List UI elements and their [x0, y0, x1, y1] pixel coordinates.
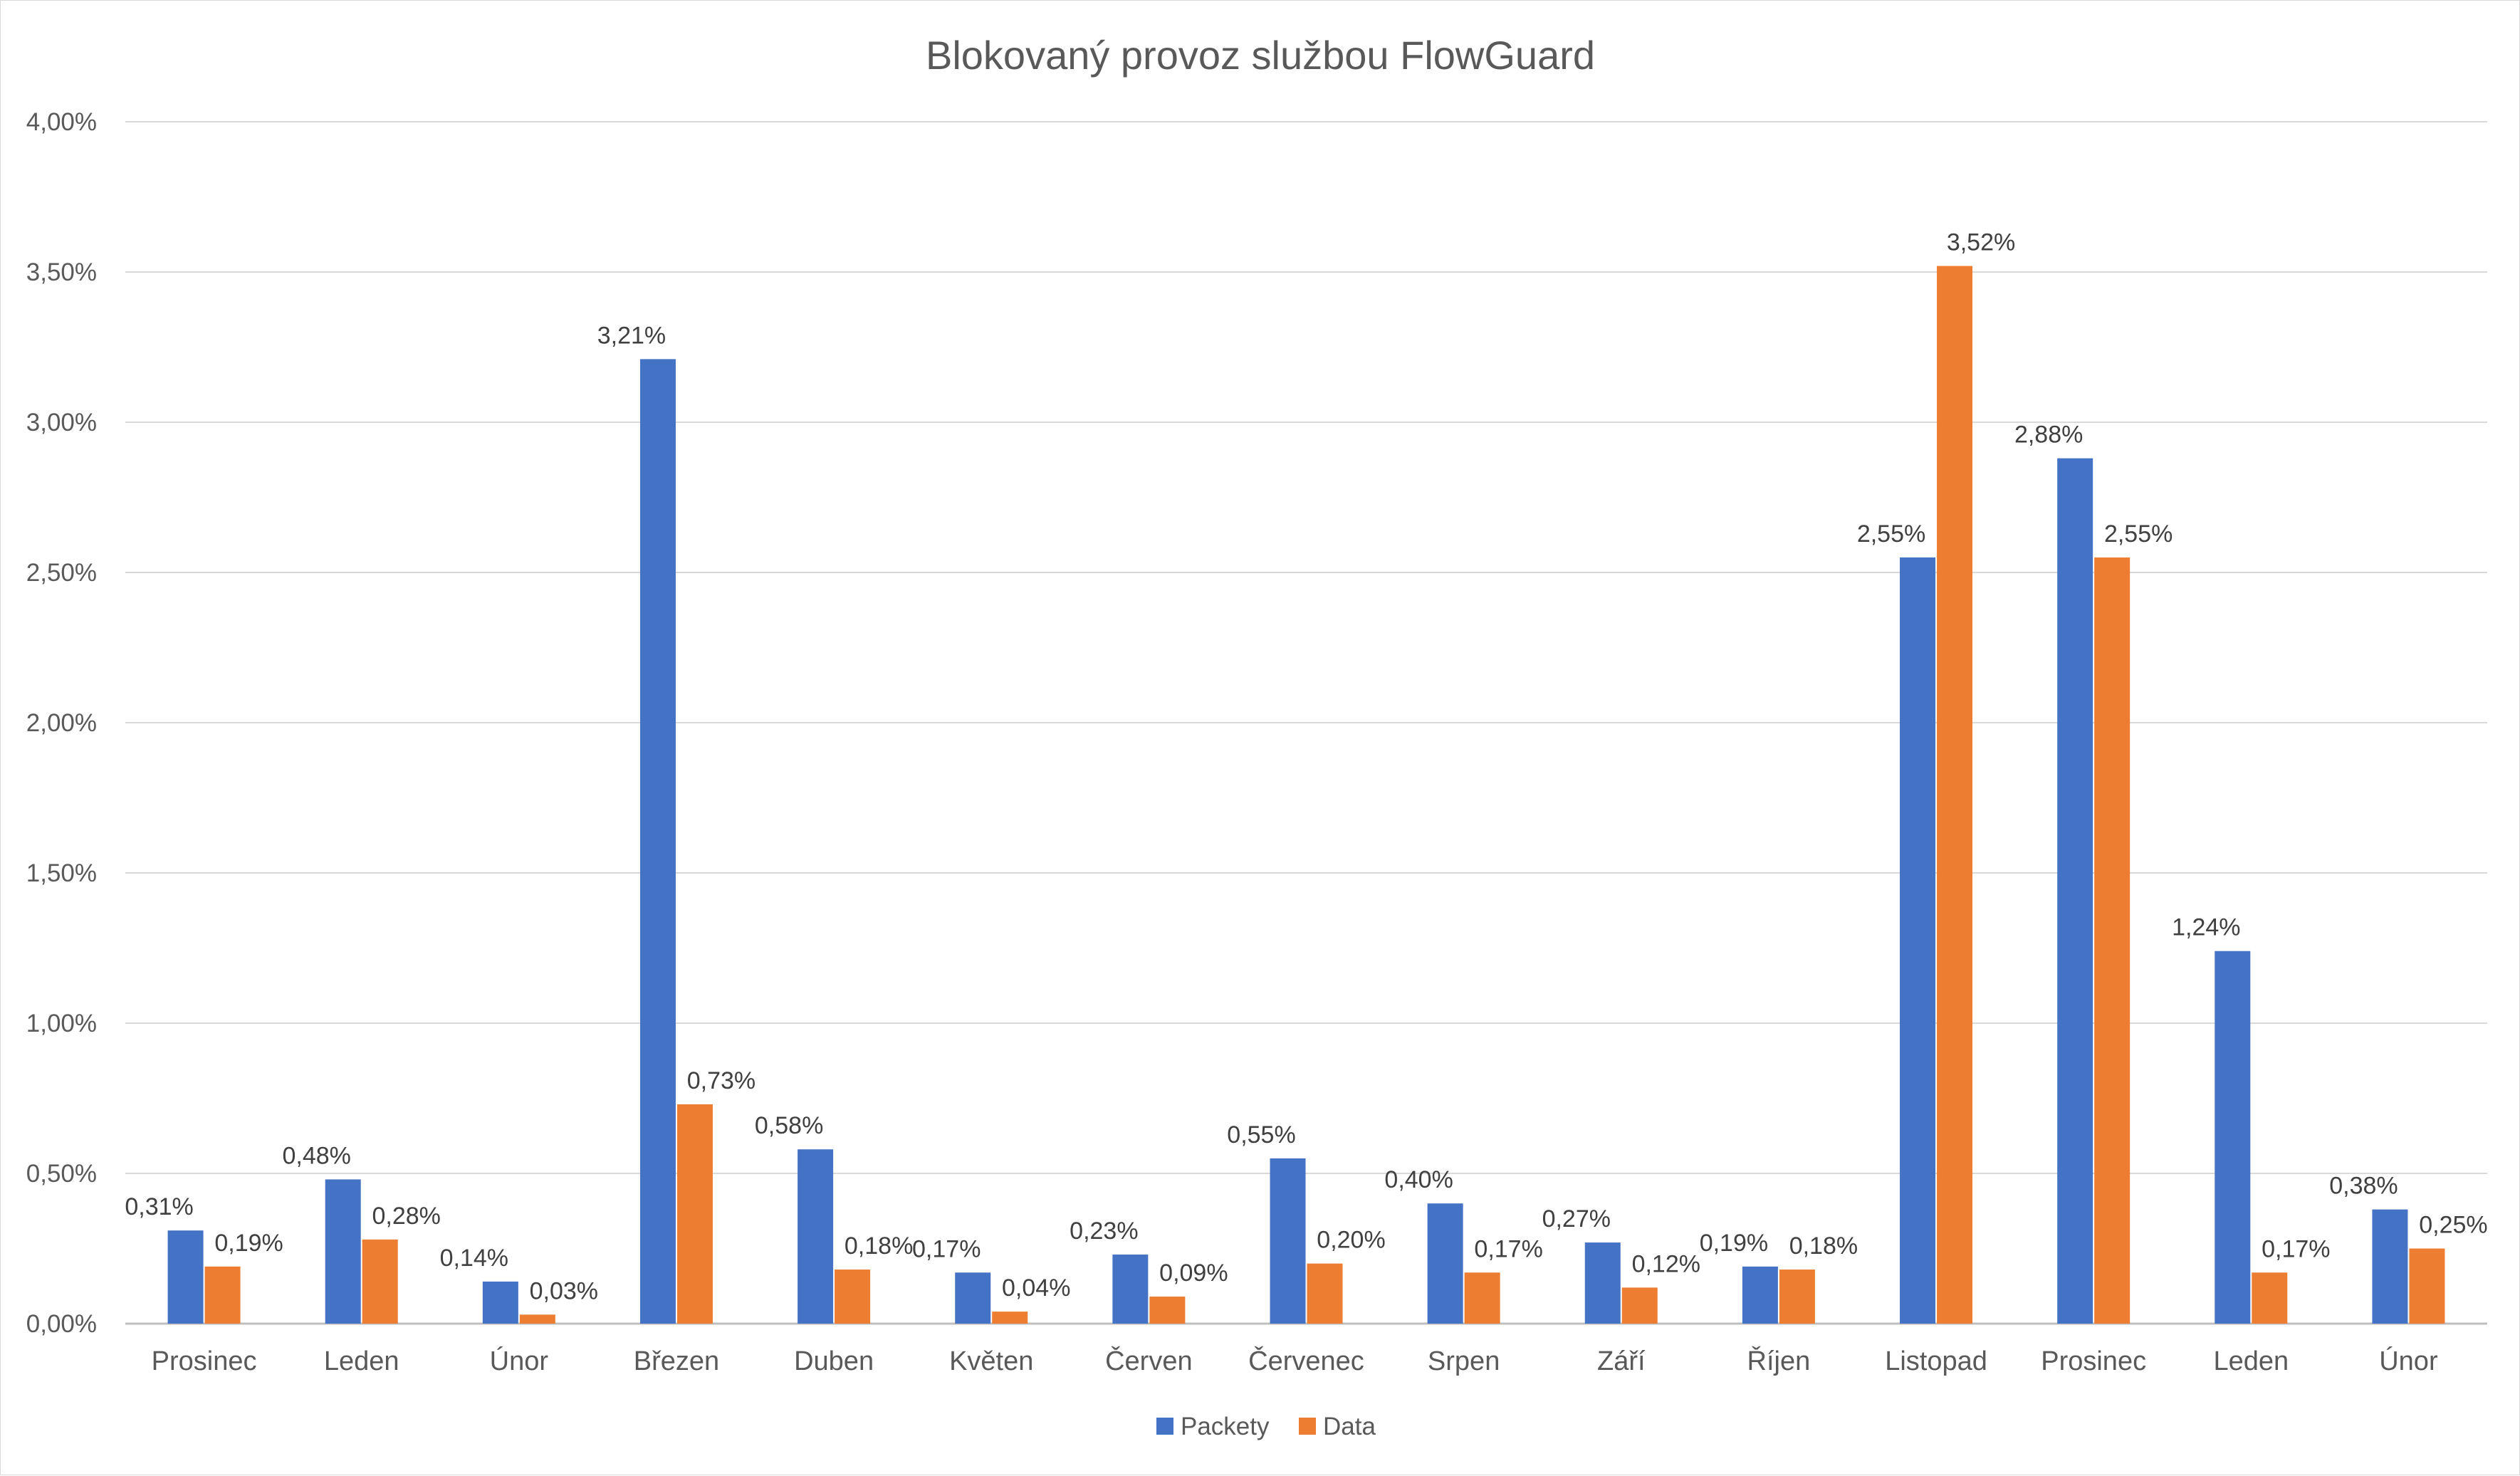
y-tick-label: 1,50%: [26, 859, 97, 887]
x-category-label: Únor: [490, 1346, 549, 1376]
data-label: 0,38%: [2329, 1173, 2398, 1200]
bar-data: [1149, 1297, 1186, 1324]
data-labels: 0,31% 0,19% 0,48% 0,28%0,14% 0,03% 3,21% 0,73%…: [125, 229, 2487, 1305]
data-label: 0,12%: [1632, 1250, 1700, 1277]
chart-title: Blokovaný provoz službou FlowGuard: [926, 33, 1595, 78]
data-label: 0,55%: [1227, 1121, 1295, 1148]
data-label: 0,04%: [1002, 1275, 1070, 1302]
bar-data: [1307, 1263, 1343, 1324]
data-label: 2,88%: [2014, 422, 2083, 449]
y-tick-label: 0,50%: [26, 1160, 97, 1188]
bar-packety: [482, 1281, 518, 1324]
bar-data: [204, 1266, 241, 1324]
bar-data: [1621, 1287, 1658, 1324]
bar-packety: [2372, 1209, 2408, 1324]
x-category-label: Leden: [324, 1346, 399, 1376]
data-label: 1,24%: [2172, 914, 2240, 941]
bar-packety: [798, 1149, 834, 1324]
legend-label: Packety: [1181, 1413, 1270, 1440]
data-label: 0,17%: [912, 1235, 981, 1262]
y-tick-label: 2,50%: [26, 559, 97, 587]
x-category-label: Září: [1597, 1346, 1646, 1376]
x-category-label: Prosinec: [2041, 1346, 2146, 1376]
y-tick-label: 0,00%: [26, 1310, 97, 1338]
x-category-label: Říjen: [1747, 1346, 1811, 1376]
data-label: 0,19%: [1700, 1230, 1768, 1257]
bars: [167, 266, 2445, 1324]
x-category-label: Únor: [2379, 1346, 2438, 1376]
y-tick-label: 4,00%: [26, 108, 97, 136]
legend: Packety Data: [1156, 1413, 1376, 1440]
bar-packety: [639, 359, 676, 1324]
bar-data: [1779, 1270, 1815, 1324]
bar-data: [2409, 1248, 2445, 1324]
x-category-label: Leden: [2213, 1346, 2289, 1376]
data-label: 0,31%: [125, 1193, 193, 1220]
data-label: 0,73%: [687, 1067, 756, 1094]
y-tick-label: 3,50%: [26, 258, 97, 286]
x-category-label: Červenec: [1248, 1345, 1364, 1376]
data-label: 0,40%: [1384, 1166, 1453, 1193]
x-axis-categories: Prosinec Leden Únor Březen Duben Květen Červen…: [152, 1345, 2438, 1376]
data-label: 0,27%: [1542, 1205, 1611, 1232]
bar-data: [362, 1239, 398, 1324]
data-label: 0,18%: [845, 1232, 913, 1260]
y-axis-ticks: 0,00% 0,50% 1,00% 1,50% 2,00% 2,50% 3,00% 3,50%…: [26, 108, 97, 1338]
data-label: 0,14%: [440, 1245, 508, 1272]
legend-label: Data: [1323, 1413, 1376, 1440]
y-tick-label: 3,00%: [26, 409, 97, 436]
data-label: 0,58%: [755, 1112, 823, 1139]
data-label: 0,09%: [1159, 1260, 1228, 1287]
bar-data: [835, 1270, 871, 1324]
x-category-label: Květen: [949, 1346, 1033, 1376]
data-label: 2,55%: [2104, 520, 2173, 548]
legend-swatch-data: [1299, 1418, 1316, 1435]
bar-data: [2252, 1272, 2288, 1324]
data-label: 0,19%: [214, 1230, 283, 1257]
y-tick-label: 2,00%: [26, 709, 97, 737]
bar-packety: [167, 1230, 204, 1324]
bar-packety: [2057, 458, 2093, 1324]
bar-packety: [1270, 1158, 1306, 1324]
bar-packety: [2215, 951, 2251, 1324]
bar-packety: [955, 1272, 991, 1324]
x-category-label: Červen: [1105, 1345, 1193, 1376]
bar-packety: [325, 1179, 361, 1324]
data-label: 0,23%: [1070, 1218, 1138, 1245]
data-label: 0,25%: [2419, 1212, 2487, 1239]
x-category-label: Březen: [634, 1346, 719, 1376]
bar-data: [1464, 1272, 1500, 1324]
legend-swatch-packety: [1156, 1418, 1173, 1435]
bar-packety: [1742, 1266, 1778, 1324]
bar-packety: [1584, 1242, 1621, 1324]
x-category-label: Listopad: [1885, 1346, 1987, 1376]
data-label: 3,21%: [597, 322, 666, 349]
data-label: 2,55%: [1857, 520, 1925, 548]
bar-data: [2094, 557, 2131, 1324]
bar-packety: [1427, 1203, 1463, 1324]
data-label: 0,20%: [1317, 1227, 1385, 1254]
bar-data: [676, 1104, 713, 1324]
x-category-label: Srpen: [1428, 1346, 1500, 1376]
bar-data: [992, 1312, 1028, 1324]
bar-packety: [1112, 1254, 1149, 1324]
data-label: 3,52%: [1947, 229, 2015, 256]
x-category-label: Duben: [794, 1346, 874, 1376]
data-label: 0,03%: [530, 1277, 598, 1304]
bar-data: [519, 1314, 555, 1324]
data-label: 0,17%: [1474, 1235, 1542, 1262]
bar-data: [1937, 266, 1973, 1324]
x-category-label: Prosinec: [152, 1346, 257, 1376]
data-label: 0,17%: [2262, 1235, 2330, 1262]
data-label: 0,28%: [372, 1203, 440, 1230]
bar-packety: [1900, 557, 1936, 1324]
data-label: 0,18%: [1789, 1232, 1858, 1260]
y-tick-label: 1,00%: [26, 1010, 97, 1037]
data-label: 0,48%: [282, 1142, 350, 1169]
gridlines: [125, 121, 2487, 1325]
